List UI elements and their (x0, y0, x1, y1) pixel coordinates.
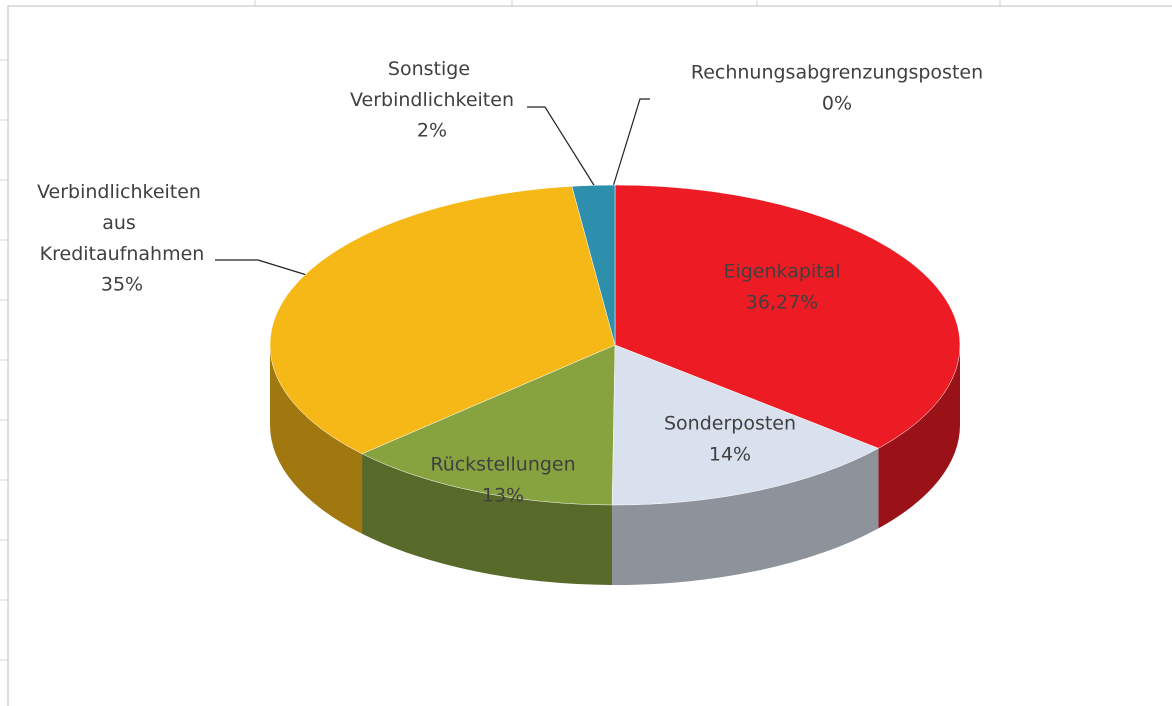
slice-sides (270, 345, 960, 585)
category-label: Rechnungsabgrenzungsposten (691, 62, 983, 84)
category-label: Sonderposten (664, 413, 796, 435)
slice (611, 344, 880, 506)
slice (614, 184, 961, 449)
value-label: 36,27% (746, 292, 818, 314)
slice (571, 184, 616, 346)
category-label: Sonstige Verbindlichkeiten (350, 58, 514, 111)
value-label: 14% (709, 444, 751, 466)
value-label: 0% (822, 93, 852, 115)
category-label: Eigenkapital (723, 261, 840, 283)
slice-side (612, 448, 879, 585)
slice-side (270, 345, 363, 534)
slice-side (362, 453, 613, 585)
category-label: Rückstellungen (430, 454, 575, 476)
slice (269, 185, 616, 455)
value-label: 13% (482, 485, 524, 507)
slice-side (878, 345, 960, 529)
slice-tops (269, 184, 961, 506)
value-label: 2% (417, 120, 447, 142)
sheet-grid (0, 0, 1001, 661)
category-label: Verbindlichkeiten aus Kreditaufnahmen (37, 181, 207, 265)
chart-border (7, 5, 1172, 706)
leader-lines (215, 98, 650, 277)
slice (361, 344, 616, 506)
value-label: 35% (101, 274, 143, 296)
data-labels: Eigenkapital 36,27% Sonderposten 14% Rückste… (37, 58, 983, 507)
